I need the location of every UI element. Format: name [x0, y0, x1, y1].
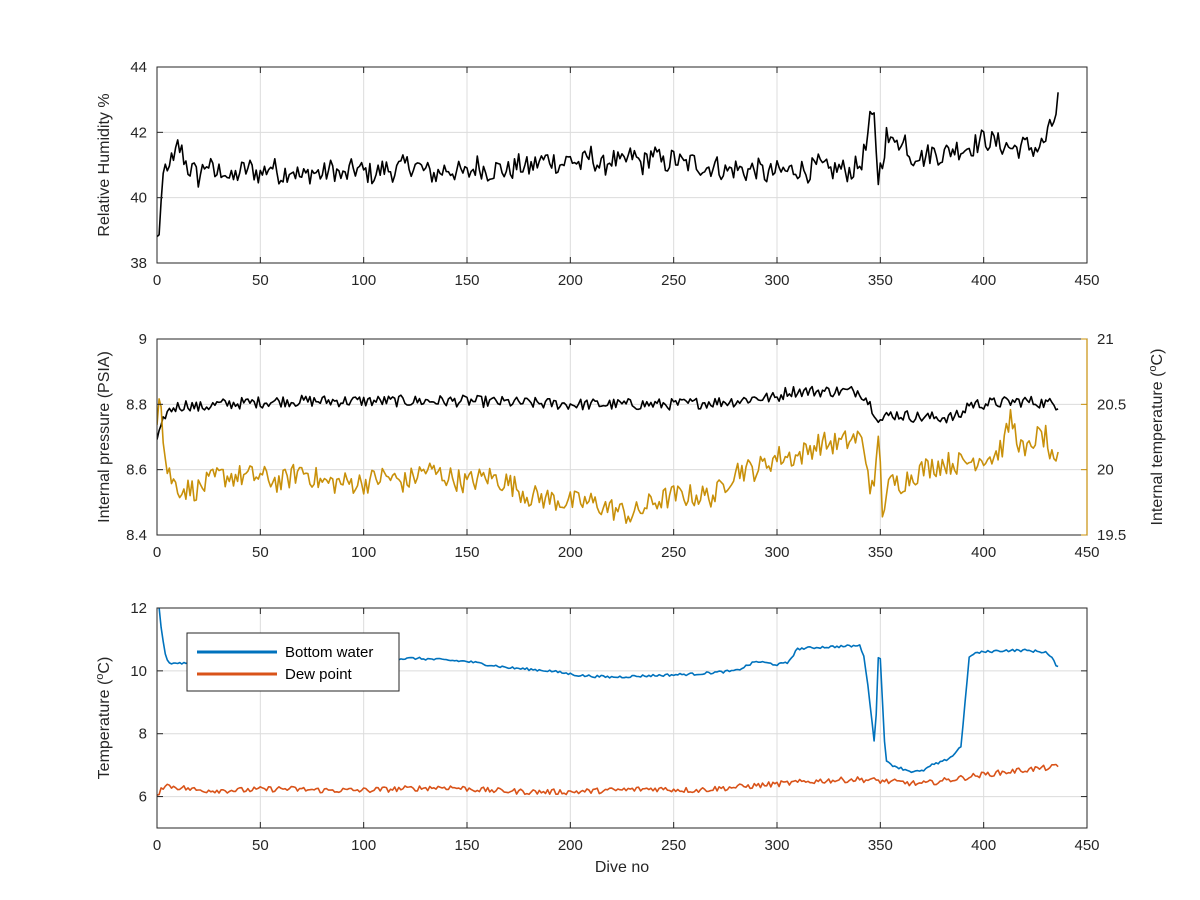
x-tick-label: 0: [153, 272, 161, 289]
y-axis-label: Internal pressure (PSIA): [96, 351, 113, 523]
temperature-chart: 0 50 100 150 200 250 300 350 400 450 6 8 10 12 Tempera…: [94, 600, 1100, 876]
y-tick-label: 8.6: [126, 462, 147, 479]
x-tick-label: 150: [454, 837, 479, 854]
x-tick-label: 400: [971, 837, 996, 854]
x-tick-label: 0: [153, 544, 161, 561]
x-tick-label: 100: [351, 837, 376, 854]
y-tick-label: 8.4: [126, 527, 147, 544]
legend-label: Dew point: [285, 666, 353, 683]
x-tick-label: 450: [1074, 837, 1099, 854]
series-line-pressure: [157, 385, 1059, 440]
y-tick-label: 10: [130, 663, 147, 680]
series-line-int_temp: [157, 398, 1059, 524]
axes-box: [156, 66, 1088, 264]
y-tick-label: 12: [130, 600, 147, 617]
y-right-tick-label: 20.5: [1097, 396, 1126, 413]
x-tick-label: 200: [558, 272, 583, 289]
x-tick-label: 300: [764, 837, 789, 854]
legend-label: Bottom water: [285, 644, 373, 661]
series-line-dew_point: [157, 763, 1059, 796]
y-tick-label: 42: [130, 124, 147, 141]
y-axis-label: Relative Humidity %: [96, 93, 113, 236]
y-tick-label: 44: [130, 59, 147, 76]
x-tick-label: 50: [252, 272, 269, 289]
y-right-tick-label: 19.5: [1097, 527, 1126, 544]
x-tick-label: 350: [868, 272, 893, 289]
y-tick-label: 8: [139, 726, 147, 743]
y-tick-label: 9: [139, 331, 147, 348]
series-line-rh: [157, 92, 1059, 238]
plot-area: [157, 339, 1087, 535]
y-tick-label: 40: [130, 190, 147, 207]
x-tick-label: 200: [558, 837, 583, 854]
x-tick-label: 450: [1074, 544, 1099, 561]
x-tick-label: 450: [1074, 272, 1099, 289]
x-tick-label: 250: [661, 837, 686, 854]
x-tick-label: 0: [153, 837, 161, 854]
y-tick-label: 38: [130, 255, 147, 272]
axes-box: [156, 607, 1088, 829]
x-tick-label: 400: [971, 544, 996, 561]
y-tick-label: 8.8: [126, 396, 147, 413]
x-tick-label: 100: [351, 544, 376, 561]
x-tick-label: 400: [971, 272, 996, 289]
y-tick-label: 6: [139, 789, 147, 806]
y-right-tick-label: 20: [1097, 462, 1114, 479]
y-right-axis-label: Internal temperature (oC): [1147, 349, 1166, 526]
x-tick-label: 300: [764, 544, 789, 561]
x-tick-label: 100: [351, 272, 376, 289]
x-tick-label: 300: [764, 272, 789, 289]
humidity-chart: 0 50 100 150 200 250 300 350 400 450 38 40 42 44 Relat…: [96, 59, 1100, 289]
x-tick-label: 250: [661, 544, 686, 561]
x-axis-label: Dive no: [595, 859, 649, 876]
y-axis-label: Temperature (oC): [94, 657, 113, 780]
legend: Bottom water Dew point: [186, 632, 400, 692]
plot-area: [157, 67, 1087, 263]
x-tick-label: 50: [252, 837, 269, 854]
x-tick-label: 150: [454, 544, 479, 561]
x-tick-label: 150: [454, 272, 479, 289]
pressure-temperature-chart: 0 50 100 150 200 250 300 350 400 450 8.4 8.6 8.8 9 19.…: [96, 331, 1166, 561]
legend-box: [186, 632, 400, 692]
x-tick-label: 350: [868, 544, 893, 561]
x-tick-label: 250: [661, 272, 686, 289]
x-tick-label: 200: [558, 544, 583, 561]
x-tick-label: 50: [252, 544, 269, 561]
x-tick-label: 350: [868, 837, 893, 854]
y-right-tick-label: 21: [1097, 331, 1114, 348]
